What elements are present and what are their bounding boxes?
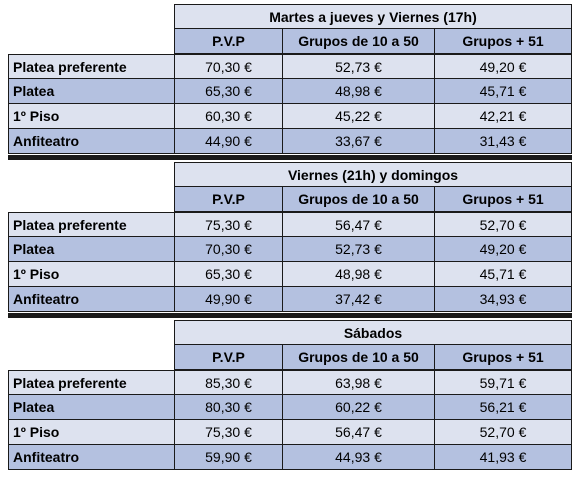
column-header-groups-51: Grupos + 51 [435, 29, 572, 54]
price-cell: 60,30 € [175, 104, 283, 129]
column-header-groups-51: Grupos + 51 [435, 187, 572, 212]
row-label: 1º Piso [8, 262, 175, 287]
price-cell: 49,20 € [435, 54, 572, 79]
table-row: Anfiteatro 59,90 € 44,93 € 41,93 € [8, 445, 572, 470]
price-cell: 44,93 € [283, 445, 435, 470]
price-cell: 60,22 € [283, 395, 435, 420]
price-cell: 44,90 € [175, 129, 283, 154]
table-row: Platea 65,30 € 48,98 € 45,71 € [8, 79, 572, 104]
row-label: Anfiteatro [8, 287, 175, 312]
column-header-pvp: P.V.P [175, 345, 283, 370]
price-cell: 52,70 € [435, 212, 572, 237]
section-title: Sábados [175, 320, 572, 345]
section-title: Martes a jueves y Viernes (17h) [175, 4, 572, 29]
price-cell: 49,90 € [175, 287, 283, 312]
price-cell: 45,22 € [283, 104, 435, 129]
price-table: Martes a jueves y Viernes (17h) P.V.P Gr… [8, 4, 572, 470]
price-cell: 56,21 € [435, 395, 572, 420]
price-cell: 33,67 € [283, 129, 435, 154]
price-cell: 70,30 € [175, 237, 283, 262]
row-label: Platea preferente [8, 370, 175, 395]
price-cell: 59,71 € [435, 370, 572, 395]
price-cell: 52,73 € [283, 237, 435, 262]
price-cell: 48,98 € [283, 262, 435, 287]
section-divider [8, 313, 572, 318]
price-cell: 45,71 € [435, 79, 572, 104]
price-cell: 65,30 € [175, 262, 283, 287]
table-row: 1º Piso 65,30 € 48,98 € 45,71 € [8, 262, 572, 287]
column-header-groups-10-50: Grupos de 10 a 50 [283, 29, 435, 54]
price-cell: 37,42 € [283, 287, 435, 312]
price-cell: 45,71 € [435, 262, 572, 287]
row-label: Platea [8, 395, 175, 420]
price-cell: 41,93 € [435, 445, 572, 470]
column-header-groups-10-50: Grupos de 10 a 50 [283, 187, 435, 212]
price-cell: 49,20 € [435, 237, 572, 262]
price-cell: 34,93 € [435, 287, 572, 312]
table-row: Platea preferente 75,30 € 56,47 € 52,70 … [8, 212, 572, 237]
price-cell: 56,47 € [283, 420, 435, 445]
column-header-pvp: P.V.P [175, 29, 283, 54]
table-row: Platea preferente 85,30 € 63,98 € 59,71 … [8, 370, 572, 395]
price-cell: 52,70 € [435, 420, 572, 445]
price-cell: 63,98 € [283, 370, 435, 395]
corner-blank [8, 162, 175, 187]
price-cell: 80,30 € [175, 395, 283, 420]
column-header-groups-10-50: Grupos de 10 a 50 [283, 345, 435, 370]
price-cell: 85,30 € [175, 370, 283, 395]
price-cell: 52,73 € [283, 54, 435, 79]
section-weekday: Martes a jueves y Viernes (17h) P.V.P Gr… [8, 4, 572, 160]
section-saturday: Sábados P.V.P Grupos de 10 a 50 Grupos +… [8, 320, 572, 470]
row-label: Platea preferente [8, 54, 175, 79]
column-header-groups-51: Grupos + 51 [435, 345, 572, 370]
corner-blank [8, 29, 175, 54]
table-row: 1º Piso 60,30 € 45,22 € 42,21 € [8, 104, 572, 129]
table-row: Platea 80,30 € 60,22 € 56,21 € [8, 395, 572, 420]
price-cell: 70,30 € [175, 54, 283, 79]
row-label: Platea preferente [8, 212, 175, 237]
price-cell: 48,98 € [283, 79, 435, 104]
price-cell: 56,47 € [283, 212, 435, 237]
row-label: Platea [8, 79, 175, 104]
corner-blank [8, 320, 175, 345]
price-cell: 75,30 € [175, 420, 283, 445]
row-label: 1º Piso [8, 420, 175, 445]
table-row: Platea preferente 70,30 € 52,73 € 49,20 … [8, 54, 572, 79]
column-header-pvp: P.V.P [175, 187, 283, 212]
section-divider [8, 155, 572, 160]
row-label: Anfiteatro [8, 445, 175, 470]
row-label: 1º Piso [8, 104, 175, 129]
table-row: 1º Piso 75,30 € 56,47 € 52,70 € [8, 420, 572, 445]
price-cell: 59,90 € [175, 445, 283, 470]
price-cell: 65,30 € [175, 79, 283, 104]
table-row: Platea 70,30 € 52,73 € 49,20 € [8, 237, 572, 262]
corner-blank [8, 187, 175, 212]
section-title: Viernes (21h) y domingos [175, 162, 572, 187]
table-row: Anfiteatro 44,90 € 33,67 € 31,43 € [8, 129, 572, 154]
price-cell: 75,30 € [175, 212, 283, 237]
corner-blank [8, 4, 175, 29]
row-label: Platea [8, 237, 175, 262]
price-cell: 42,21 € [435, 104, 572, 129]
price-cell: 31,43 € [435, 129, 572, 154]
corner-blank [8, 345, 175, 370]
table-row: Anfiteatro 49,90 € 37,42 € 34,93 € [8, 287, 572, 312]
section-weekend: Viernes (21h) y domingos P.V.P Grupos de… [8, 162, 572, 318]
row-label: Anfiteatro [8, 129, 175, 154]
